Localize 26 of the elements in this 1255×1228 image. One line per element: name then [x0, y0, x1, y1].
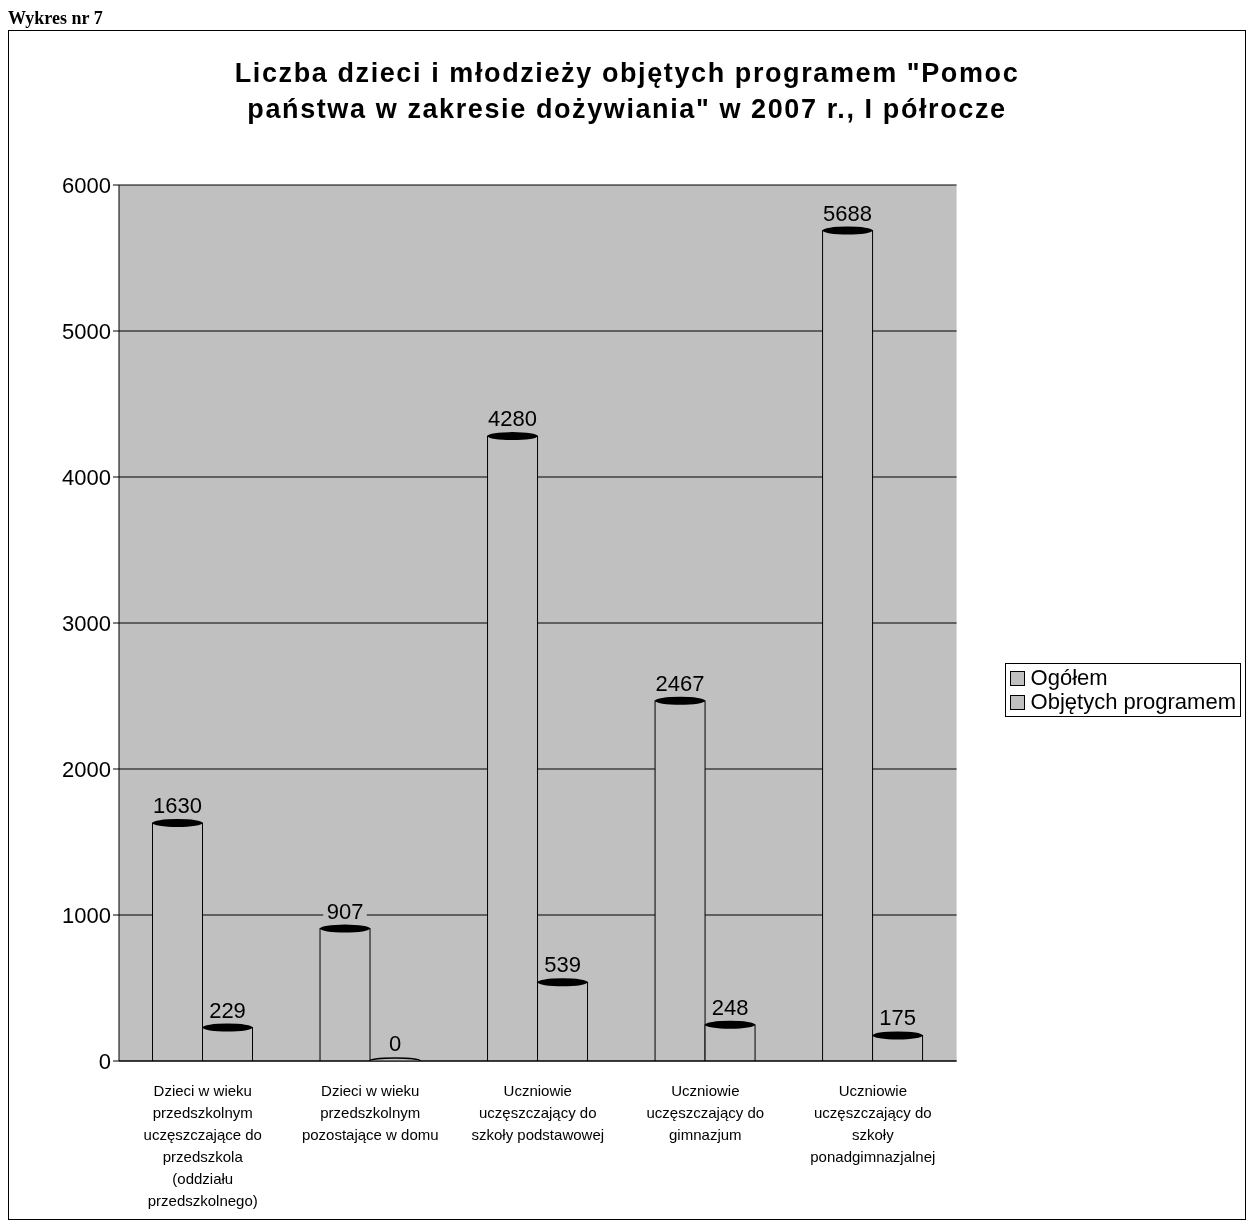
data-label: 539: [544, 952, 581, 978]
text: Wykres nr 7: [8, 8, 104, 30]
chart-title: Liczba dzieci i młodzieży objętych programem "Pomoc państwa w zakresie dożywiania" w 2007 r., I półrocze: [233, 57, 1021, 126]
y-tick-label: 5000: [62, 318, 111, 344]
x-tick-label: Uczniowie uczęszczający do gimnazjum: [646, 1081, 765, 1143]
y-tick-label: 6000: [62, 172, 111, 198]
legend-label: Objętych programem: [1030, 689, 1236, 714]
x-tick-label: Dzieci w wieku przedszkolnym pozostające w domu: [301, 1081, 439, 1143]
data-label: 0: [388, 1031, 402, 1056]
data-label: 229: [209, 997, 246, 1023]
data-label: 1630: [153, 793, 202, 819]
y-tick-label: 1000: [62, 902, 111, 928]
x-tick-label: Uczniowie uczęszczający do szkoły podstawowej: [471, 1081, 605, 1143]
data-label: 907: [326, 898, 364, 924]
y-tick-label: 4000: [62, 464, 111, 490]
data-label: 2467: [655, 670, 705, 696]
legend-label: Ogółem: [1030, 665, 1108, 690]
y-tick-label: 0: [98, 1048, 111, 1074]
x-tick-label: Dzieci w wieku przedszkolnym uczęszczające do przedszkola (oddziału przedszkolnego): [143, 1081, 262, 1209]
data-label: 175: [879, 1005, 916, 1031]
data-label: 5688: [823, 200, 873, 226]
y-tick-label: 3000: [62, 610, 111, 636]
data-label: 248: [711, 994, 749, 1020]
x-tick-label: Uczniowie uczęszczający do szkoły ponadgimnazjalnej: [810, 1081, 936, 1165]
y-tick-label: 2000: [62, 756, 111, 782]
data-label: 4280: [488, 406, 538, 432]
